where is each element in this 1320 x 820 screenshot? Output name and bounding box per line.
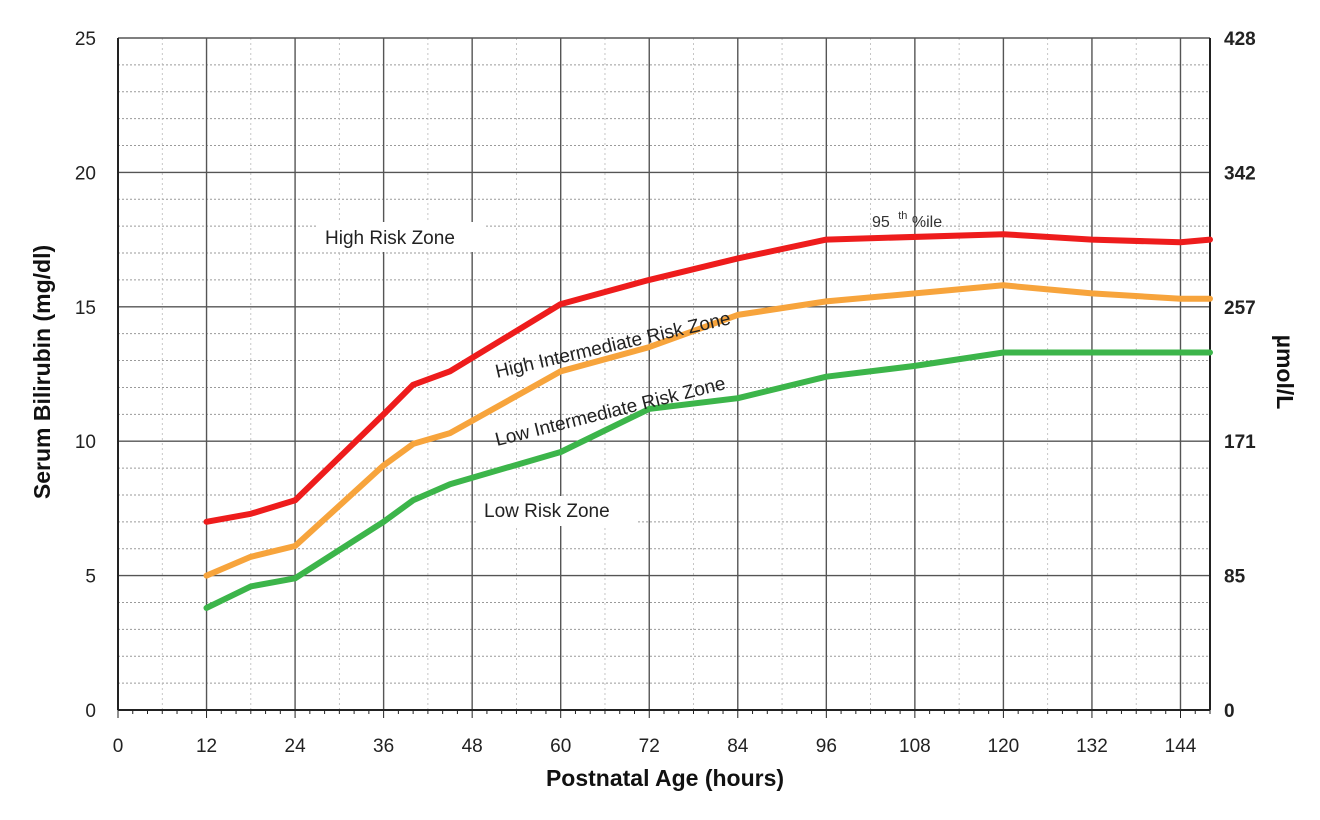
y-axis-title: Serum Bilirubin (mg/dl): [29, 245, 55, 499]
x-tick-label: 36: [373, 736, 394, 757]
x-tick-label: 12: [196, 736, 217, 757]
y-tick-label: 20: [75, 163, 96, 184]
series-line-1: [203, 282, 1213, 579]
x-tick-label: 0: [113, 736, 124, 757]
x-tick-label: 48: [462, 736, 483, 757]
tick-labels: 0 12 24 36 48 60 72 84 96 108 120 132 144 0 5 10 15 20 25 0…: [75, 29, 1256, 757]
low-risk-zone-label: Low Risk Zone: [484, 501, 610, 522]
x-tick-label: 96: [816, 736, 837, 757]
x-tick-label: 120: [988, 736, 1020, 757]
y-tick-label: 15: [75, 298, 96, 319]
y2-tick-label: 257: [1224, 298, 1256, 319]
x-tick-label: 72: [639, 736, 660, 757]
high-risk-zone-label: High Risk Zone: [325, 228, 455, 249]
high-intermediate-zone-label: High Intermediate Risk Zone: [493, 308, 732, 383]
series-layer: [203, 231, 1213, 611]
y2-tick-label: 342: [1224, 163, 1256, 184]
low-intermediate-zone-label: Low Intermediate Risk Zone: [493, 373, 728, 451]
y-tick-label: 25: [75, 29, 96, 50]
y2-tick-label: 0: [1224, 701, 1235, 722]
x-axis-title: Postnatal Age (hours): [546, 765, 784, 791]
minor-gridlines: [118, 38, 1210, 710]
percentile-tail: %ile: [912, 214, 942, 231]
x-tick-label: 144: [1165, 736, 1197, 757]
y-tick-label: 10: [75, 432, 96, 453]
series-line-2: [203, 349, 1213, 611]
y2-axis-title: µmol/L: [1272, 335, 1298, 410]
y2-tick-label: 171: [1224, 432, 1256, 453]
axes: [117, 38, 1211, 718]
y2-tick-label: 428: [1224, 29, 1256, 50]
low-risk-zone-label-group: Low Risk Zone: [478, 496, 636, 526]
y2-tick-label: 85: [1224, 567, 1246, 588]
percentile-number: 95: [872, 214, 890, 231]
major-gridlines: [117, 37, 1210, 711]
x-tick-label: 132: [1076, 736, 1108, 757]
x-tick-label: 24: [285, 736, 307, 757]
y-tick-label: 5: [85, 567, 96, 588]
high-risk-zone-label-group: High Risk Zone: [318, 222, 484, 252]
y-tick-label: 0: [85, 701, 96, 722]
x-tick-label: 60: [550, 736, 571, 757]
series-line-0: [203, 231, 1213, 525]
x-tick-label: 84: [727, 736, 749, 757]
x-tick-label: 108: [899, 736, 931, 757]
percentile-sup: th: [898, 210, 907, 222]
percentile-label: 95 th %ile: [872, 206, 942, 231]
